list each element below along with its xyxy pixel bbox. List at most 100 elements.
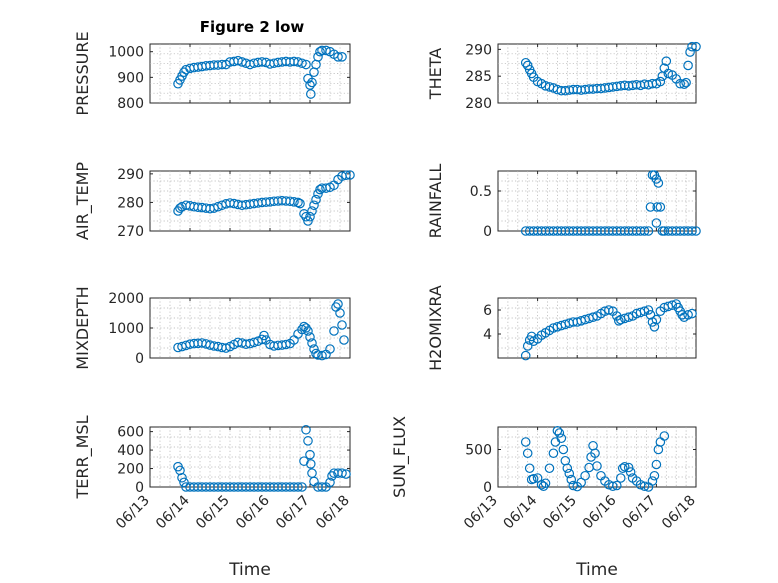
y-tick-label: 600 [117,425,144,441]
x-tick-label: 06/15 [193,493,233,533]
x-tick-label: 06/18 [313,493,353,533]
series-markers [520,41,701,96]
x-tick-label: 06/14 [501,492,541,532]
data-point [679,79,689,90]
x-tick-label: 06/14 [153,492,193,532]
data-point [341,469,351,479]
y-tick-label: 280 [117,195,144,211]
data-point [588,312,598,322]
data-point [526,331,537,342]
data-point [659,431,670,441]
data-point [301,323,311,333]
data-point [564,468,575,479]
y-tick-label: 900 [117,70,144,86]
data-point [317,482,327,492]
data-point [590,448,600,459]
data-point [683,60,693,71]
data-point [315,46,325,57]
data-point [305,449,315,460]
y-axis-label: MIXDEPTH [73,286,92,369]
data-point [335,308,345,318]
x-tick-label: 06/17 [273,493,313,533]
data-point [548,448,559,459]
data-point [592,461,602,471]
panel-terr_msl: 06/13 06/14 06/15 06/16 06/17 06/18 Time 0 200 40… [73,415,353,580]
data-point [307,338,317,348]
y-tick-label: 400 [117,443,144,459]
data-point [307,206,317,216]
data-point [687,226,697,236]
y-tick-label: 0 [135,351,144,367]
data-point [623,462,634,473]
data-point [337,468,347,478]
data-point [580,470,590,481]
data-point [305,89,316,99]
data-point [639,481,650,492]
y-axis-label: H2OMIXRA [426,285,445,371]
data-point [649,321,660,332]
y-axis-label: SUN_FLUX [390,416,410,498]
series-markers [173,424,351,492]
y-axis-label: PRESSURE [73,31,92,115]
panel-h2omixra: 4 6 H2OMIXRA [426,285,697,371]
x-tick-label: 06/18 [659,493,699,533]
panel-sun_flux: 06/13 06/14 06/15 06/16 06/17 06/18 Time 0 500 SU… [390,416,699,580]
data-point [333,52,343,62]
series-markers [173,299,349,361]
data-point [554,428,565,438]
data-point [651,314,662,325]
x-axis-label: Time [575,560,618,580]
panel-mixdepth: 0 1000 2000 MIXDEPTH [73,286,351,370]
y-axis-label: TERR_MSL [73,415,93,499]
x-tick-label: 06/16 [233,492,273,532]
data-point [528,473,539,484]
data-point [608,481,618,492]
data-point [623,312,634,322]
data-point [297,482,307,492]
data-point [611,480,622,491]
data-point [651,459,662,470]
y-tick-label: 0 [483,224,492,240]
data-point [687,41,697,52]
y-tick-label: 290 [117,167,144,183]
grid-lines [150,298,350,358]
data-point [615,473,626,483]
data-point [329,326,339,336]
data-point [305,211,315,222]
data-point [604,305,614,315]
data-point [647,476,658,486]
x-tick-label: 06/16 [580,492,620,532]
data-point [566,474,577,485]
data-point [293,482,303,492]
data-point [303,326,313,336]
data-point [301,211,311,222]
data-point [175,465,185,476]
y-tick-label: 6 [483,303,492,319]
data-point [522,341,533,351]
data-point [643,226,654,236]
data-point [691,41,701,52]
y-tick-label: 200 [117,462,144,478]
data-point [681,77,691,88]
y-axis-label: AIR_TEMP [73,162,93,240]
data-point [556,433,567,444]
data-point [540,478,551,489]
data-point [299,456,309,466]
y-tick-label: 0 [135,480,144,496]
series-markers [520,299,697,361]
data-point [651,218,662,228]
x-tick-label: 06/17 [619,493,659,533]
data-point [522,60,533,71]
series-markers [173,45,347,99]
y-axis-label: RAINFALL [426,164,445,239]
data-point [305,459,316,469]
panel-pressure: 800 900 1000 PRESSURE [73,31,351,116]
data-point [305,80,315,90]
data-point [315,184,325,195]
y-tick-label: 1000 [108,321,144,337]
series-markers [520,170,701,236]
y-tick-label: 1000 [108,45,144,61]
data-point [339,335,349,345]
data-point [649,470,660,481]
data-point [307,77,317,88]
